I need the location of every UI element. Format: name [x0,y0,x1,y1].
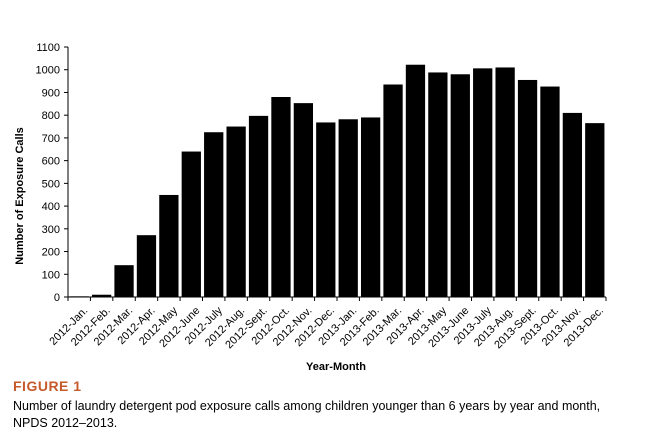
bar [293,103,314,298]
bar [428,72,448,297]
bar [91,294,112,297]
bar [136,235,157,297]
bar [473,68,493,297]
y-tick-label: 900 [42,87,60,99]
figure-caption: FIGURE 1 Number of laundry detergent pod… [13,378,638,432]
bar [114,265,134,297]
y-axis-title: Number of Exposure Calls [14,127,26,265]
y-tick-label: 700 [42,133,60,145]
bar [226,126,246,297]
bar [405,64,426,298]
bar [540,86,560,297]
y-tick-label: 800 [42,110,60,122]
bar [181,151,201,297]
x-axis-title: Year-Month [306,361,366,373]
y-tick-label: 600 [42,156,60,168]
bar [450,74,470,297]
y-tick-label: 500 [42,178,60,190]
bar [248,115,269,297]
bar [204,132,224,297]
bar [360,117,381,297]
bar [383,84,403,297]
y-tick-label: 1100 [36,42,60,54]
bar [159,194,179,297]
y-tick-label: 400 [42,201,60,213]
bars [69,64,605,298]
y-tick-label: 100 [42,269,60,281]
bar [271,97,291,297]
bar [562,112,583,297]
y-axis-ticks: 0 100 200 300 400 500 600 700 800 900 1000 1100 [36,42,68,304]
x-axis-ticks: 2012-Jan.2012-Feb.2012-Mar.2012-Apr.2012… [47,297,607,351]
y-tick-label: 200 [42,247,60,259]
bar [585,123,605,298]
y-tick-label: 0 [54,292,60,304]
bar [316,122,336,297]
bar [338,119,358,297]
figure-caption-text: Number of laundry detergent pod exposure… [13,399,601,430]
bar [517,79,538,297]
figure-label: FIGURE 1 [13,378,82,394]
y-tick-label: 1000 [36,65,60,77]
bar-chart: 0 100 200 300 400 500 600 700 800 900 1000 1100 201… [14,42,607,373]
bar [495,67,515,297]
y-tick-label: 300 [42,224,60,236]
